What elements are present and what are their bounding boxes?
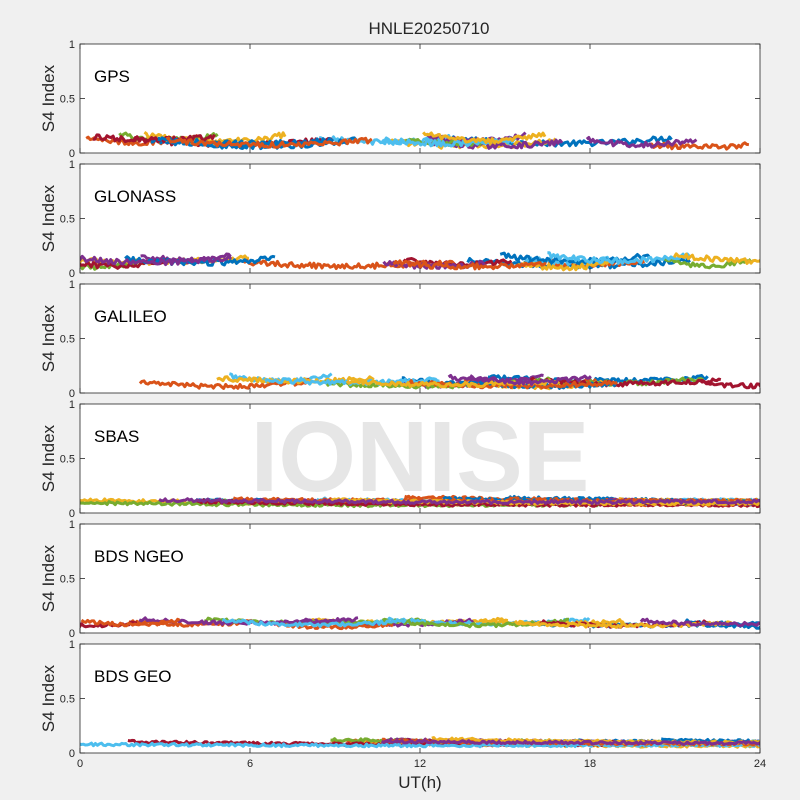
series-line xyxy=(406,379,618,390)
x-tick-label: 0 xyxy=(77,758,83,770)
series-line xyxy=(138,377,310,390)
y-axis-label: S4 Index xyxy=(39,184,58,252)
panel-5: 0 0.5 1 BDS NGEO S4 Index xyxy=(39,519,761,640)
y-tick-label: 0.5 xyxy=(60,94,75,106)
y-tick-label: 0 xyxy=(69,508,75,520)
plot-area xyxy=(80,644,760,753)
series-line xyxy=(585,136,698,149)
series-line xyxy=(699,379,760,390)
y-tick-label: 0 xyxy=(69,148,75,160)
panel-4: 0 0.5 1 SBAS S4 Index xyxy=(39,399,761,520)
panel-label: GPS xyxy=(94,67,130,86)
panel-1: 0 0.5 1 GPS S4 Index xyxy=(39,39,761,160)
plot-area xyxy=(80,404,760,513)
panel-label: BDS NGEO xyxy=(94,547,184,566)
panel-label: SBAS xyxy=(94,427,139,446)
series-line xyxy=(529,376,722,388)
panel-2: 0 0.5 1 GLONASS S4 Index xyxy=(39,159,761,280)
series-line xyxy=(80,617,181,628)
plot-area xyxy=(80,524,760,633)
panels: 0 0.5 1 GPS S4 Index 0 0.5 1 GLONASS S4 Index 0 0.5… xyxy=(39,39,766,770)
panel-6: 0 0.5 1 0 6 12 18 24 BDS GEO S4 Index xyxy=(39,639,766,770)
y-tick-label: 1 xyxy=(69,519,75,531)
series-line xyxy=(699,621,760,630)
y-tick-label: 1 xyxy=(69,639,75,651)
y-tick-label: 0 xyxy=(69,268,75,280)
y-tick-label: 1 xyxy=(69,159,75,171)
series-line xyxy=(422,131,547,145)
y-axis-label: S4 Index xyxy=(39,424,58,492)
series-line xyxy=(380,739,760,746)
x-axis-label: UT(h) xyxy=(398,773,441,792)
y-tick-label: 0 xyxy=(69,388,75,400)
y-tick-label: 0.5 xyxy=(60,454,75,466)
panel-label: GLONASS xyxy=(94,187,176,206)
x-tick-label: 6 xyxy=(247,758,253,770)
series-line xyxy=(639,617,760,627)
watermark-text: IONISE xyxy=(251,401,590,513)
series-line xyxy=(92,133,216,144)
y-tick-label: 0.5 xyxy=(60,334,75,346)
series-traces xyxy=(80,251,760,272)
y-tick-label: 0.5 xyxy=(60,214,75,226)
x-tick-label: 24 xyxy=(754,758,766,770)
y-tick-label: 0 xyxy=(69,628,75,640)
panel-label: BDS GEO xyxy=(94,667,171,686)
series-traces xyxy=(80,736,760,749)
series-line xyxy=(80,254,233,267)
series-line xyxy=(392,259,547,271)
series-traces xyxy=(80,616,760,631)
figure-title: HNLE20250710 xyxy=(369,19,490,38)
y-axis-label: S4 Index xyxy=(39,64,58,132)
plot-area xyxy=(80,284,760,393)
y-tick-label: 1 xyxy=(69,279,75,291)
x-tick-label: 12 xyxy=(414,758,426,770)
series-line xyxy=(165,136,373,149)
y-tick-label: 1 xyxy=(69,399,75,411)
series-line xyxy=(547,251,692,265)
panel-label: GALILEO xyxy=(94,307,167,326)
x-tick-label: 18 xyxy=(584,758,596,770)
series-line xyxy=(221,617,407,628)
y-tick-label: 1 xyxy=(69,39,75,51)
series-line xyxy=(158,497,760,506)
series-line xyxy=(469,374,592,386)
series-line xyxy=(672,252,760,265)
y-axis-label: S4 Index xyxy=(39,664,58,732)
series-traces xyxy=(80,494,760,509)
panel-3: 0 0.5 1 GALILEO S4 Index xyxy=(39,279,761,400)
series-traces xyxy=(138,372,760,391)
y-axis-label: S4 Index xyxy=(39,304,58,372)
y-axis-label: S4 Index xyxy=(39,544,58,612)
y-tick-label: 0 xyxy=(69,748,75,760)
series-traces xyxy=(85,131,750,151)
y-tick-label: 0.5 xyxy=(60,574,75,586)
y-tick-label: 0.5 xyxy=(60,694,75,706)
